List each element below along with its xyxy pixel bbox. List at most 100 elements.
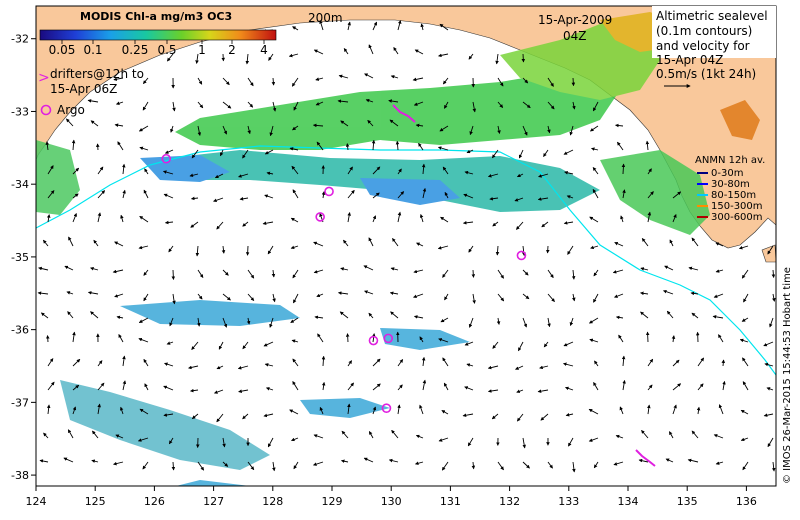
velocity-arrow [571,77,576,87]
velocity-arrow [419,336,424,343]
velocity-arrow [672,213,677,223]
velocity-arrow [471,461,476,470]
velocity-arrow [497,125,501,134]
x-tick-label: 128 [262,495,283,508]
velocity-arrow [412,77,424,82]
velocity-arrow [615,434,624,439]
drifter-legend-symbol: > [38,70,50,86]
velocity-arrow [371,139,376,151]
velocity-arrow [341,430,349,439]
velocity-arrow [313,241,324,247]
velocity-arrow [468,317,474,328]
velocity-arrow [564,386,574,391]
velocity-arrow [197,125,202,136]
velocity-arrow [487,389,499,393]
colorbar-ticks: 0.05 0.1 0.25 0.5 1 2 4 [49,40,268,57]
velocity-arrow [397,168,402,175]
velocity-arrow [522,293,530,300]
argo-float-marker [381,403,392,413]
velocity-arrow [516,221,524,230]
velocity-arrow [669,431,674,439]
velocity-arrow [466,363,474,367]
velocity-arrow [90,311,99,319]
velocity-arrow [614,242,624,247]
velocity-arrow [91,459,99,463]
drifter-track [392,104,416,123]
velocity-arrow [718,334,724,343]
velocity-arrow [466,149,474,154]
colorbar-title: MODIS Chl-a mg/m3 OC3 [80,10,232,23]
velocity-arrow [764,362,774,367]
velocity-arrow [321,381,326,391]
velocity-arrow [291,437,299,442]
velocity-arrow [122,380,127,391]
velocity-arrow [222,269,229,276]
velocity-arrow [566,195,574,199]
velocity-arrow [522,101,531,109]
velocity-arrow [397,211,402,223]
velocity-arrow [122,355,126,367]
altimetry-line-2: (0.1m contours) [656,24,752,38]
velocity-arrow [592,101,599,112]
velocity-arrow [169,317,174,327]
velocity-arrow [516,173,524,178]
velocity-arrow [114,293,124,298]
velocity-arrow [671,335,676,343]
velocity-arrow [138,337,149,343]
drifter-legend-line2: 15-Apr 06Z [50,82,117,96]
velocity-arrow [640,311,649,319]
velocity-arrow [143,293,149,302]
velocity-arrow [389,291,399,295]
velocity-arrow [413,269,424,274]
velocity-arrow [46,214,51,223]
velocity-arrow [547,101,555,110]
velocity-arrow [496,317,501,325]
velocity-arrow [415,434,424,439]
velocity-arrow [688,266,699,271]
velocity-arrow [38,266,49,271]
velocity-arrow [614,123,624,128]
altimetry-line-3: and velocity for [656,39,750,53]
velocity-arrow [563,221,574,225]
velocity-arrow [242,149,249,159]
velocity-arrow [269,125,274,137]
velocity-arrow [168,437,174,445]
velocity-arrow [368,430,374,439]
velocity-arrow [368,237,374,247]
velocity-arrow [97,403,101,415]
velocity-arrow [437,245,449,250]
velocity-arrow [43,239,49,247]
velocity-arrow [438,338,449,343]
velocity-arrow [593,461,599,469]
velocity-arrow [139,215,149,223]
velocity-arrow [92,430,99,439]
velocity-arrow [313,49,324,55]
isobath-200m [36,145,776,376]
velocity-arrow [116,315,124,320]
velocity-arrow [247,293,255,302]
x-tick-label: 134 [618,495,639,508]
velocity-arrow [292,358,299,367]
velocity-arrow [216,221,224,230]
velocity-arrow [442,269,449,278]
velocity-arrow [339,311,349,319]
velocity-arrow [312,461,324,466]
velocity-arrow [547,317,551,328]
velocity-arrow [442,166,449,175]
velocity-arrows [37,19,776,473]
velocity-arrow [564,170,574,175]
velocity-arrow [288,53,299,58]
velocity-arrow [290,245,299,250]
velocity-arrow [47,190,55,199]
colorbar-tick-label: 0.1 [83,43,102,57]
velocity-arrow [197,269,204,279]
x-tick-label: 132 [499,495,520,508]
velocity-arrow [97,360,103,367]
velocity-arrow [641,429,649,439]
velocity-arrow [289,409,299,415]
velocity-arrow [197,293,203,300]
x-tick-label: 125 [85,495,106,508]
velocity-arrow [142,101,149,111]
velocity-arrow [222,77,230,86]
velocity-arrow [166,53,174,62]
